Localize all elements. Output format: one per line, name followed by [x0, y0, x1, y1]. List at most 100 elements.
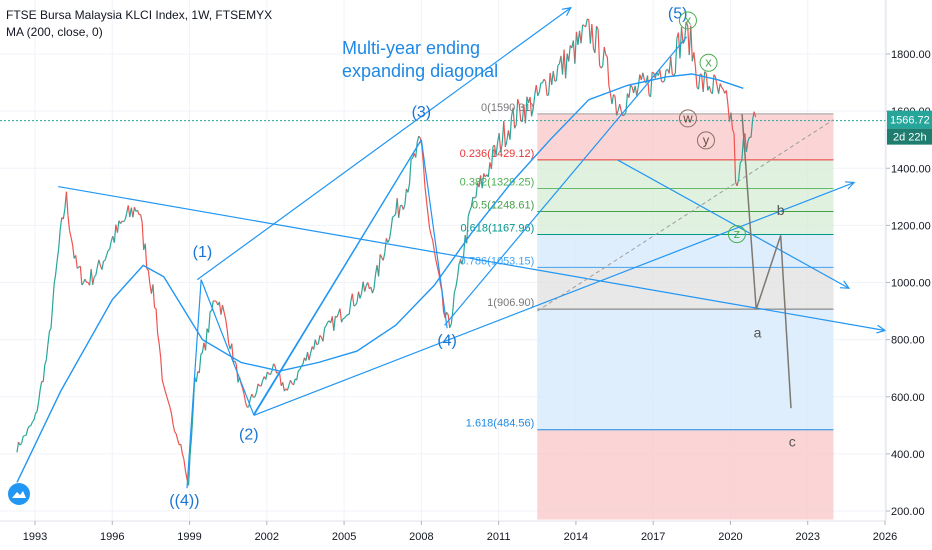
price-segment: [747, 136, 751, 142]
price-segment: [276, 371, 279, 374]
price-segment: [22, 435, 25, 437]
price-segment: [456, 264, 460, 278]
price-segment: [611, 94, 615, 105]
price-segment: [356, 291, 360, 303]
price-segment: [133, 206, 137, 212]
price-segment: [353, 304, 356, 307]
y-tick-label: 800.00: [891, 335, 925, 347]
trend-line: [196, 7, 572, 281]
price-segment: [163, 385, 166, 392]
price-segment: [605, 54, 608, 58]
wave-circle: [678, 109, 697, 128]
price-segment: [260, 380, 264, 387]
price-segment: [136, 210, 140, 215]
price-segment: [739, 160, 743, 164]
price-segment: [27, 425, 30, 429]
wave-label: z: [734, 226, 741, 241]
price-segment: [565, 53, 568, 79]
price-segment: [103, 259, 106, 262]
x-tick-label: 1996: [100, 531, 124, 543]
price-segment: [195, 371, 199, 383]
price-segment: [251, 393, 254, 398]
fib-zone: [537, 309, 834, 430]
price-segment: [544, 81, 548, 96]
price-segment: [226, 329, 230, 344]
price-segment: [340, 318, 344, 323]
tradingview-logo-icon[interactable]: [8, 483, 30, 505]
price-segment: [393, 214, 397, 217]
price-segment: [430, 235, 434, 241]
price-segment: [200, 352, 203, 355]
arrowhead-icon: [876, 324, 887, 334]
price-segment: [109, 241, 112, 250]
price-segment: [169, 407, 173, 415]
price-segment: [532, 95, 536, 109]
price-segment: [211, 300, 214, 311]
price-segment: [170, 413, 174, 425]
price-segment: [515, 99, 519, 125]
chart-header: FTSE Bursa Malaysia KLCI Index, 1W, FTSE…: [6, 7, 272, 41]
price-segment: [348, 301, 352, 315]
price-segment: [684, 21, 687, 41]
price-segment: [158, 343, 162, 358]
price-segment: [453, 286, 457, 293]
price-segment: [104, 255, 108, 261]
price-segment: [322, 328, 326, 342]
fib-level-label: 0.618(1167.96): [460, 223, 534, 235]
price-segment: [75, 255, 78, 269]
price-segment: [628, 85, 632, 98]
price-segment: [637, 74, 641, 88]
price-segment: [392, 215, 395, 218]
price-segment: [557, 63, 560, 66]
wave-label: x: [685, 12, 692, 27]
price-segment: [55, 260, 58, 275]
price-segment: [30, 421, 33, 426]
price-segment: [325, 322, 329, 326]
price-segment: [642, 72, 646, 81]
price-segment: [265, 371, 268, 380]
price-segment: [524, 96, 528, 124]
price-segment: [308, 353, 312, 361]
price-segment: [661, 80, 664, 83]
price-segment: [221, 304, 225, 313]
price-segment: [585, 18, 588, 27]
price-segment: [316, 343, 319, 346]
price-segment: [45, 344, 49, 360]
price-segment: [181, 453, 185, 460]
ma-line: [16, 73, 744, 483]
price-segment: [422, 164, 426, 187]
price-segment: [144, 243, 148, 269]
price-segment: [646, 75, 650, 96]
price-segment: [580, 24, 584, 44]
price-segment: [595, 25, 599, 30]
x-tick-label: 2008: [409, 531, 433, 543]
price-segment: [184, 470, 188, 480]
price-segment: [225, 318, 228, 330]
price-segment: [48, 328, 52, 332]
price-segment: [339, 308, 343, 323]
price-segment: [31, 419, 35, 423]
x-tick-label: 2020: [718, 531, 742, 543]
y-tick-label: 1400.00: [891, 163, 931, 175]
last-price-value: 1566.72: [890, 115, 930, 127]
price-segment: [183, 459, 187, 471]
price-segment: [254, 392, 258, 398]
price-segment: [538, 82, 542, 93]
price-segment: [594, 26, 598, 54]
price-segment: [98, 259, 102, 266]
price-segment: [614, 96, 618, 116]
wave-label: x: [705, 55, 712, 70]
price-segment: [446, 311, 449, 315]
price-segment: [123, 219, 126, 223]
price-segment: [702, 71, 706, 92]
price-segment: [198, 354, 202, 373]
price-segment: [147, 270, 151, 284]
price-segment: [319, 334, 322, 338]
price-segment: [529, 96, 533, 117]
price-segment: [449, 323, 452, 328]
x-tick-label: 2026: [873, 531, 897, 543]
price-segment: [602, 46, 605, 66]
x-tick-label: 1999: [177, 531, 201, 543]
